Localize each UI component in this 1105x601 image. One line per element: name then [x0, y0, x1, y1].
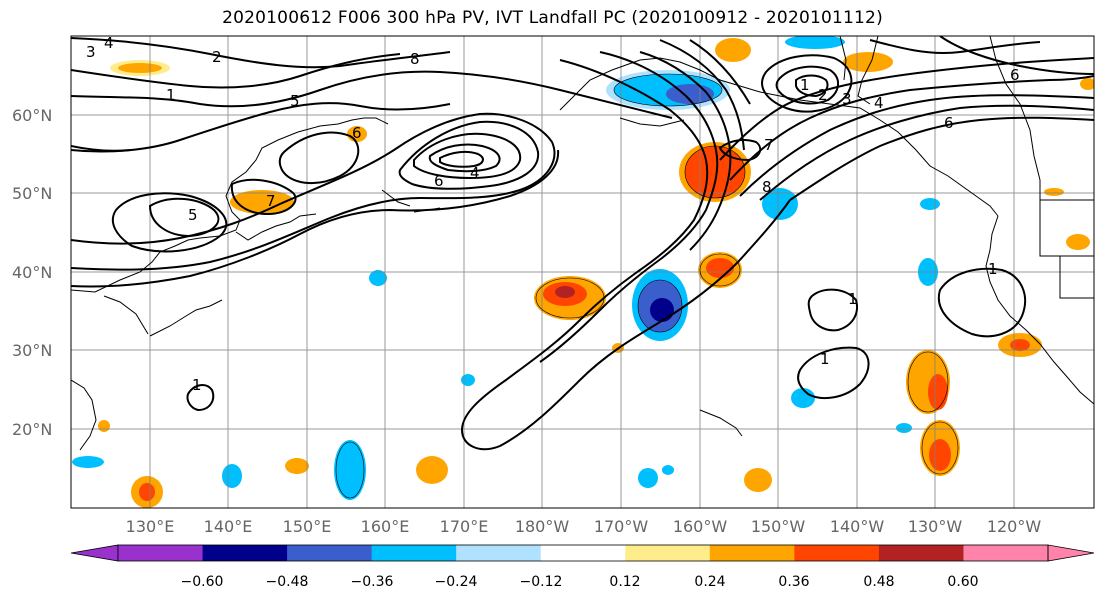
- contour-label: 1: [800, 76, 810, 94]
- contour-label: 1: [848, 290, 858, 308]
- colorbar-tick: −0.24: [435, 574, 478, 590]
- contour-label: 4: [470, 164, 480, 182]
- contour-label: 2: [212, 48, 222, 66]
- contour-label: 3: [86, 43, 96, 61]
- colorbar-outline: [117, 544, 1049, 562]
- contour-label: 6: [434, 172, 444, 190]
- lon-label: 140°W: [830, 517, 885, 536]
- colorbar-extend-high: [1047, 544, 1095, 562]
- lat-label: 50°N: [12, 184, 52, 203]
- colorbar-tick: −0.48: [266, 574, 309, 590]
- colorbar-tick: 0.12: [609, 574, 640, 590]
- contour-label: 3: [842, 90, 852, 108]
- colorbar-segment: [371, 545, 457, 561]
- colorbar-segment: [625, 545, 711, 561]
- colorbar-extend-low: [70, 544, 119, 562]
- lat-label: 40°N: [12, 263, 52, 282]
- contour-label: 7: [266, 192, 276, 210]
- colorbar-tick: 0.48: [863, 574, 894, 590]
- lon-label: 160°W: [673, 517, 728, 536]
- contour-label: 8: [410, 50, 420, 68]
- colorbar-segment: [118, 545, 204, 561]
- map-border: [70, 35, 1095, 509]
- colorbar-tick: 0.60: [947, 574, 978, 590]
- lat-label: 60°N: [12, 106, 52, 125]
- contour-label: 8: [762, 178, 772, 196]
- contour-label: 6: [944, 114, 954, 132]
- graticule: [71, 36, 1094, 508]
- colorbar-segment: [963, 545, 1049, 561]
- colorbar-segment: [456, 545, 542, 561]
- lon-label: 180°W: [515, 517, 570, 536]
- lon-label: 170°E: [440, 517, 489, 536]
- lon-label: 170°W: [594, 517, 649, 536]
- lon-label: 150°W: [751, 517, 806, 536]
- contour-label: 4: [874, 94, 884, 112]
- contour-label: 1: [820, 350, 830, 368]
- colorbar-segment: [540, 545, 626, 561]
- lon-label: 130°E: [126, 517, 175, 536]
- map-title: 2020100612 F006 300 hPa PV, IVT Landfall…: [222, 8, 883, 28]
- contour-label: 1: [988, 260, 998, 278]
- contour-label: 5: [188, 206, 198, 224]
- longitude-labels: 130°E 140°E 150°E 160°E 170°E 180°W 170°…: [126, 517, 1042, 536]
- colorbar-tick: −0.60: [181, 574, 224, 590]
- lat-label: 20°N: [12, 420, 52, 439]
- contour-label: 2: [818, 86, 828, 104]
- colorbar-segment: [794, 545, 880, 561]
- colorbar-tick: 0.36: [778, 574, 809, 590]
- colorbar-tick: −0.36: [351, 574, 394, 590]
- colorbar-segment: [709, 545, 795, 561]
- contour-label: 1: [192, 376, 202, 394]
- pv-contours: [71, 36, 1094, 451]
- contour-label: 6: [352, 124, 362, 142]
- latitude-labels: 60°N 50°N 40°N 30°N 20°N: [12, 106, 52, 439]
- colorbar-segment: [202, 545, 288, 561]
- lon-label: 130°W: [908, 517, 963, 536]
- colorbar-segment: [878, 545, 964, 561]
- contour-label: 6: [1010, 66, 1020, 84]
- lon-label: 150°E: [283, 517, 332, 536]
- lon-label: 120°W: [987, 517, 1042, 536]
- lat-label: 30°N: [12, 341, 52, 360]
- contour-label: 5: [290, 92, 300, 110]
- contour-labels: 3 4 2 1 6 7 8 5 4 6 1 2 3 4 6 7 8 1 1 1 …: [86, 34, 1020, 394]
- anomaly-outlines: [335, 73, 959, 499]
- colorbar-segment: [287, 545, 373, 561]
- colorbar-tick: −0.12: [520, 574, 563, 590]
- lon-label: 160°E: [361, 517, 410, 536]
- contour-label: 7: [764, 136, 774, 154]
- colorbar-tick: 0.24: [694, 574, 725, 590]
- contour-label: 1: [166, 86, 176, 104]
- contour-label: 4: [104, 34, 114, 52]
- colorbar-ticks: −0.60 −0.48 −0.36 −0.24 −0.12 0.12 0.24 …: [181, 574, 979, 590]
- lon-label: 140°E: [204, 517, 253, 536]
- colorbar: [70, 544, 1095, 562]
- negative-anomaly-shading: [72, 36, 940, 500]
